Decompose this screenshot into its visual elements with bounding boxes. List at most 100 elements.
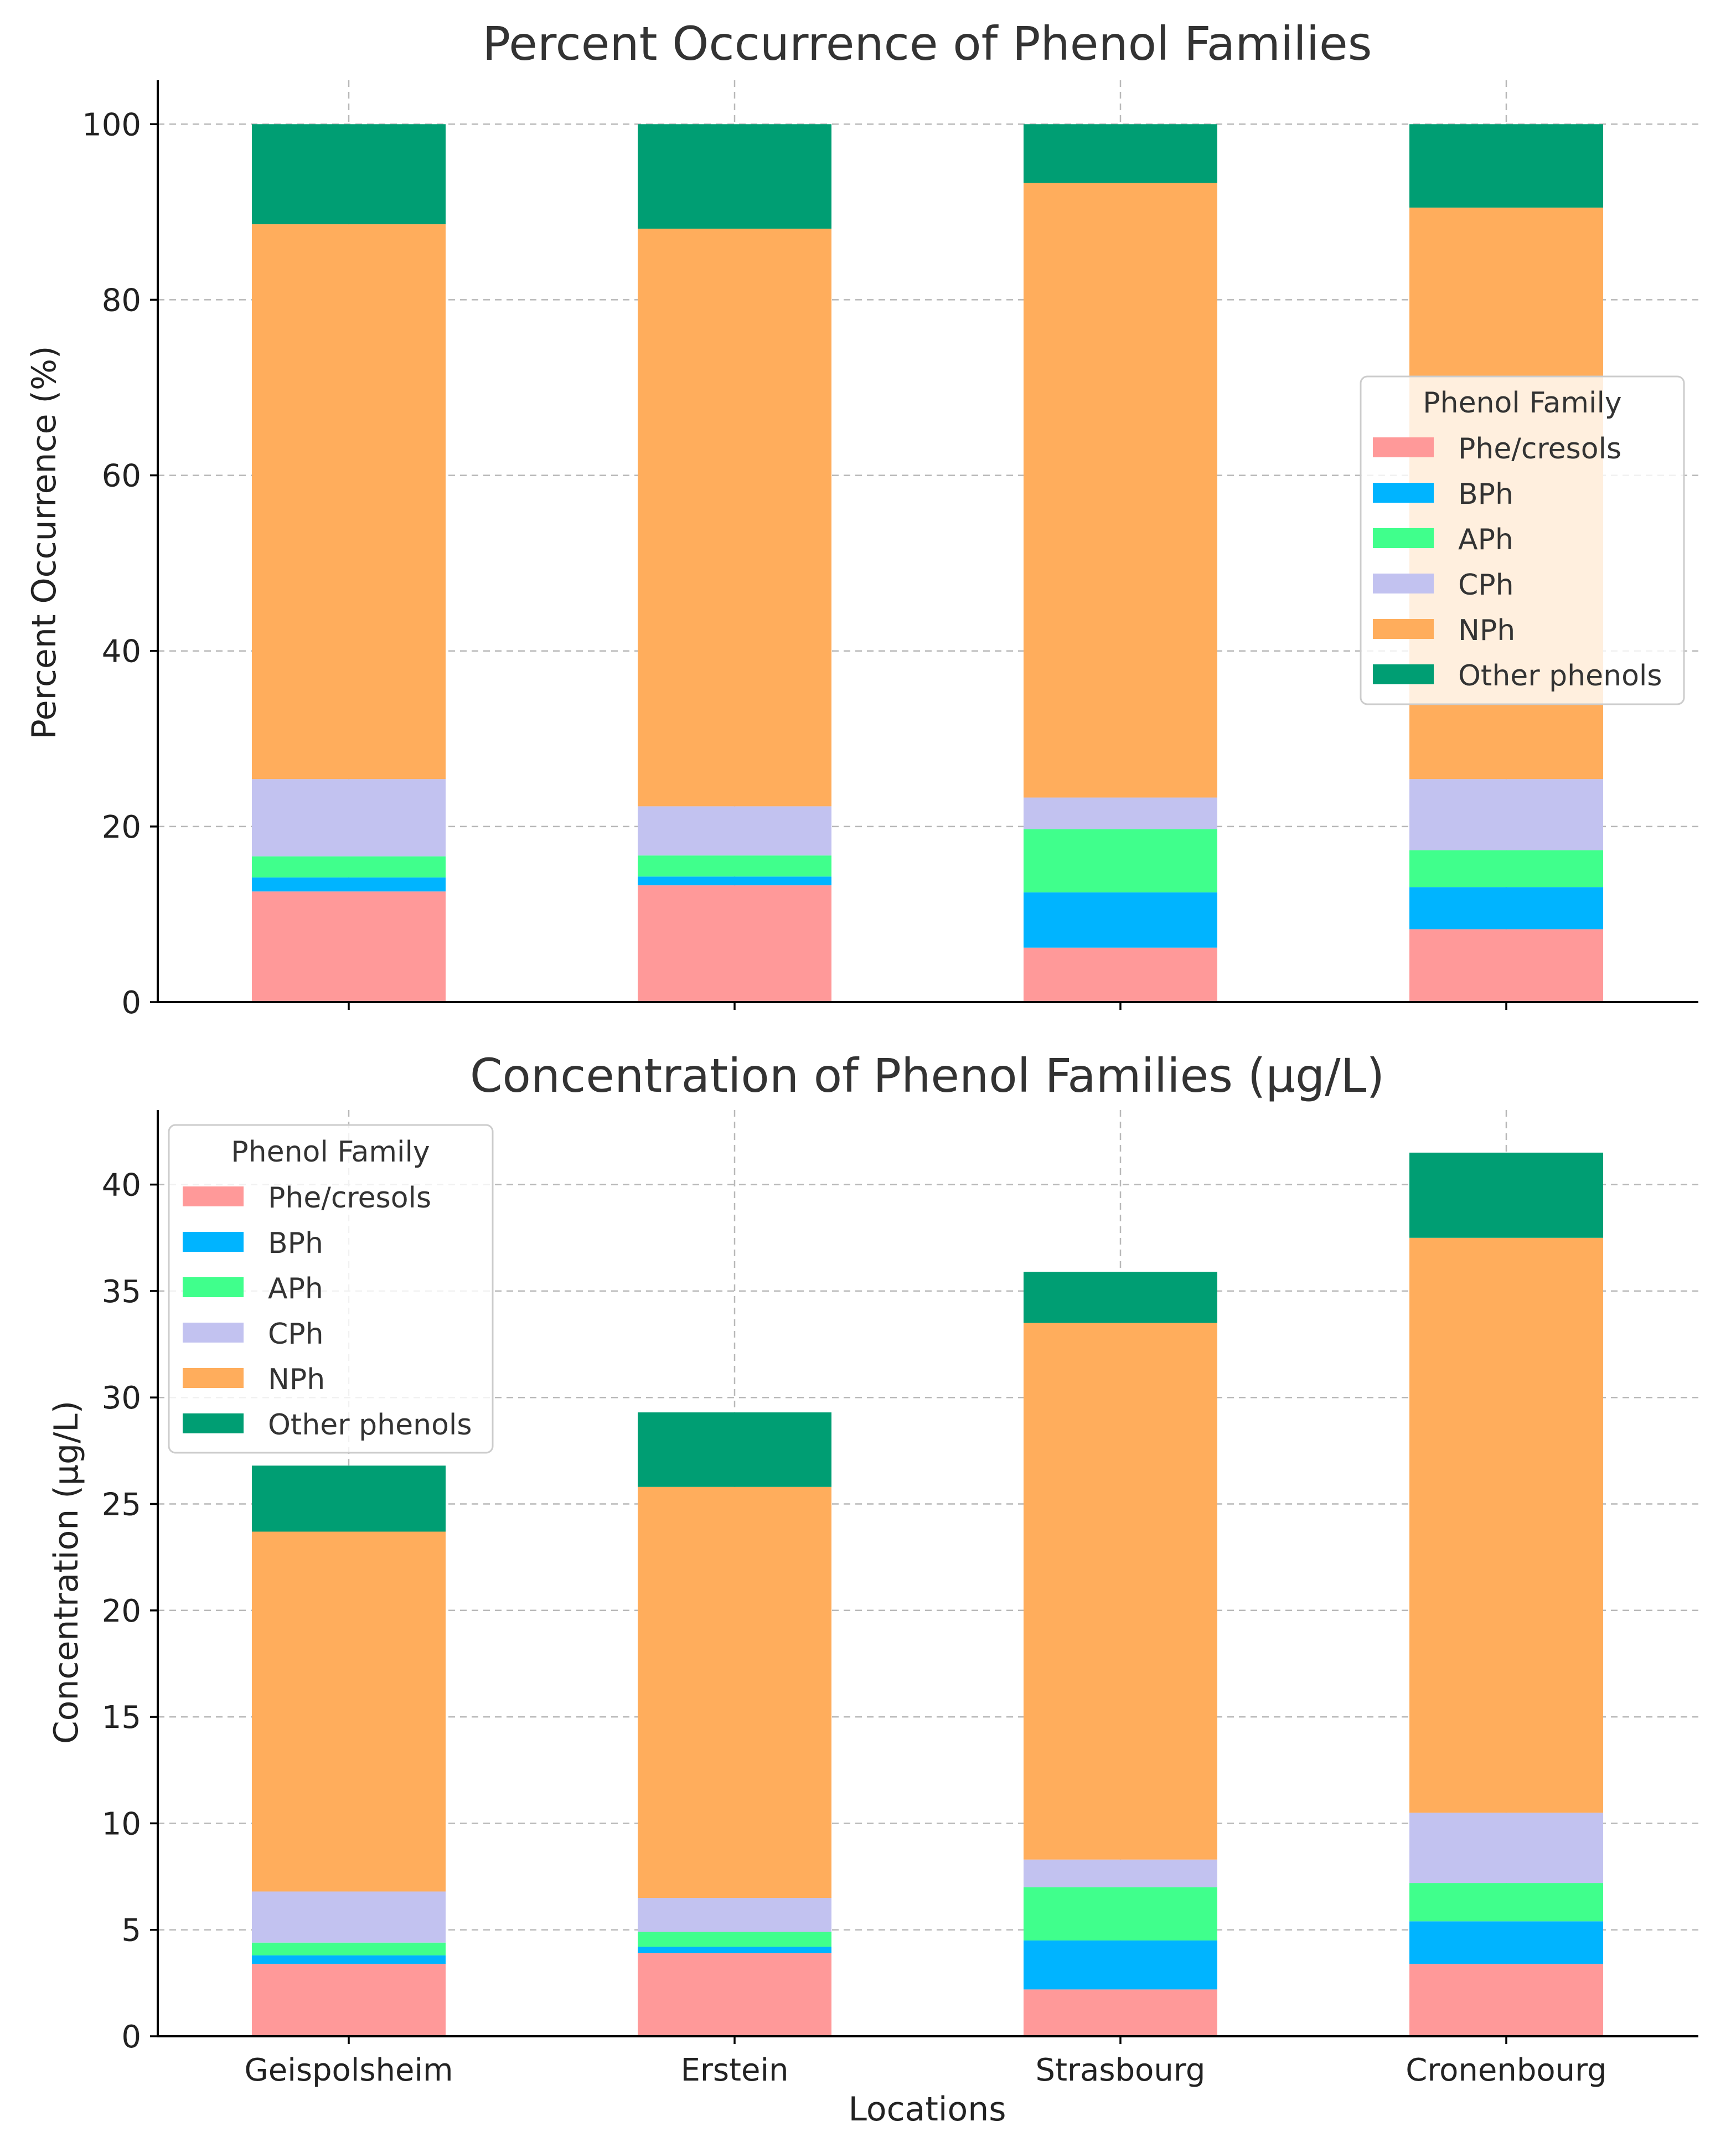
legend-swatch-other-phenols <box>1373 664 1434 684</box>
y-tick-label: 0 <box>121 985 141 1021</box>
y-ticks: 0 5 10 15 20 25 30 35 40 <box>102 1168 158 2055</box>
bar-erstein-aph <box>638 855 831 877</box>
legend-title: Phenol Family <box>231 1136 430 1169</box>
legend-swatch-phe-cresols <box>183 1186 244 1206</box>
legend: Phenol Family Phe/cresols BPh APh CPh NP… <box>168 1124 494 1454</box>
y-tick-label: 100 <box>82 107 141 143</box>
legend-swatch-cph <box>1373 574 1434 593</box>
legend-label-cph: CPh <box>268 1318 324 1351</box>
bar-geispolsheim-other-phenols <box>252 1465 446 1532</box>
bar-geispolsheim-bph <box>252 877 446 892</box>
y-tick-label: 0 <box>121 2019 141 2055</box>
y-tick-label: 20 <box>102 809 141 845</box>
legend-label-cph: CPh <box>1458 569 1514 602</box>
legend-swatch-cph <box>183 1323 244 1343</box>
bar-erstein-phe-cresols <box>638 885 831 1002</box>
legend: Phenol Family Phe/cresols BPh APh CPh NP… <box>1360 375 1685 705</box>
bar-strasbourg-nph <box>1024 1323 1217 1860</box>
y-tick-label: 40 <box>102 634 141 670</box>
bar-erstein-other-phenols <box>638 124 831 229</box>
legend-swatch-nph <box>183 1368 244 1388</box>
bar-cronenbourg-nph <box>1409 1237 1603 1813</box>
bar-geispolsheim-cph <box>252 1891 446 1943</box>
y-tick-label: 35 <box>102 1274 141 1310</box>
bar-erstein-phe-cresols <box>638 1953 831 2036</box>
bar-geispolsheim-nph <box>252 1531 446 1892</box>
bar-cronenbourg-other-phenols <box>1409 1152 1603 1238</box>
bar-strasbourg-aph <box>1024 1887 1217 1940</box>
bar-erstein-bph <box>638 1947 831 1954</box>
chart-title: Concentration of Phenol Families (µg/L) <box>470 1049 1384 1103</box>
bar-strasbourg-phe-cresols <box>1024 947 1217 1002</box>
y-tick-label: 10 <box>102 1806 141 1842</box>
bars <box>252 1152 1603 2036</box>
legend-swatch-aph <box>1373 528 1434 548</box>
y-tick-label: 80 <box>102 282 141 318</box>
x-tick-label: Strasbourg <box>1036 2052 1206 2088</box>
legend-label-aph: APh <box>268 1272 323 1305</box>
x-ticks: Geispolsheim Erstein Strasbourg Cronenbourg <box>244 2036 1607 2088</box>
bar-cronenbourg-cph <box>1409 779 1603 850</box>
bar-erstein-nph <box>638 228 831 807</box>
bar-geispolsheim-nph <box>252 224 446 780</box>
y-tick-label: 5 <box>121 1913 141 1949</box>
bar-cronenbourg-bph <box>1409 887 1603 930</box>
percent-occurrence-chart: Percent Occurrence of Phenol Families Pe… <box>25 17 1698 1021</box>
y-tick-label: 15 <box>102 1700 141 1736</box>
chart-title: Percent Occurrence of Phenol Families <box>483 17 1372 71</box>
legend-swatch-bph <box>1373 483 1434 503</box>
legend-label-aph: APh <box>1458 523 1513 556</box>
bar-strasbourg-aph <box>1024 829 1217 892</box>
concentration-chart: Concentration of Phenol Families (µg/L) … <box>47 1049 1698 2129</box>
bar-cronenbourg-aph <box>1409 850 1603 887</box>
axes-spines <box>157 80 1698 1003</box>
bar-strasbourg-other-phenols <box>1024 124 1217 183</box>
legend-swatch-nph <box>1373 619 1434 639</box>
bar-cronenbourg-bph <box>1409 1921 1603 1964</box>
bar-cronenbourg-phe-cresols <box>1409 1964 1603 2036</box>
legend-label-bph: BPh <box>1458 478 1513 511</box>
bars <box>252 124 1603 1002</box>
legend-frame <box>1360 375 1685 705</box>
y-tick-label: 25 <box>102 1487 141 1523</box>
legend-label-phe-cresols: Phe/cresols <box>1458 432 1621 466</box>
x-tick-label: Geispolsheim <box>244 2052 453 2088</box>
bar-geispolsheim-bph <box>252 1955 446 1964</box>
legend-label-other-phenols: Other phenols <box>268 1408 472 1442</box>
legend-swatch-bph <box>183 1232 244 1252</box>
x-tick-label: Erstein <box>680 2052 788 2088</box>
legend-swatch-aph <box>183 1277 244 1297</box>
bar-cronenbourg-other-phenols <box>1409 124 1603 208</box>
bar-cronenbourg-cph <box>1409 1813 1603 1883</box>
y-axis-label: Percent Occurrence (%) <box>25 346 64 740</box>
bar-geispolsheim-phe-cresols <box>252 1964 446 2036</box>
legend-label-phe-cresols: Phe/cresols <box>268 1181 431 1215</box>
y-tick-label: 40 <box>102 1168 141 1204</box>
legend-label-bph: BPh <box>268 1227 323 1260</box>
bar-strasbourg-phe-cresols <box>1024 1989 1217 2036</box>
legend-title: Phenol Family <box>1423 386 1621 420</box>
bar-erstein-other-phenols <box>638 1412 831 1487</box>
bar-erstein-bph <box>638 876 831 886</box>
y-tick-label: 30 <box>102 1380 141 1416</box>
legend-frame <box>168 1124 494 1454</box>
legend-label-nph: NPh <box>268 1363 325 1396</box>
x-axis-label: Locations <box>848 2090 1006 2129</box>
bar-cronenbourg-aph <box>1409 1883 1603 1922</box>
bar-strasbourg-bph <box>1024 1940 1217 1990</box>
bar-erstein-cph <box>638 1898 831 1932</box>
bar-geispolsheim-phe-cresols <box>252 891 446 1002</box>
legend-label-other-phenols: Other phenols <box>1458 659 1662 693</box>
bar-geispolsheim-cph <box>252 779 446 856</box>
bar-geispolsheim-aph <box>252 856 446 878</box>
bar-erstein-nph <box>638 1487 831 1898</box>
y-tick-label: 60 <box>102 458 141 494</box>
x-ticks <box>348 1002 1507 1010</box>
bar-strasbourg-nph <box>1024 183 1217 798</box>
bar-geispolsheim-aph <box>252 1942 446 1955</box>
bar-strasbourg-cph <box>1024 797 1217 829</box>
axes-spines <box>157 1110 1698 2037</box>
bar-strasbourg-other-phenols <box>1024 1272 1217 1323</box>
x-tick-label: Cronenbourg <box>1406 2052 1606 2088</box>
